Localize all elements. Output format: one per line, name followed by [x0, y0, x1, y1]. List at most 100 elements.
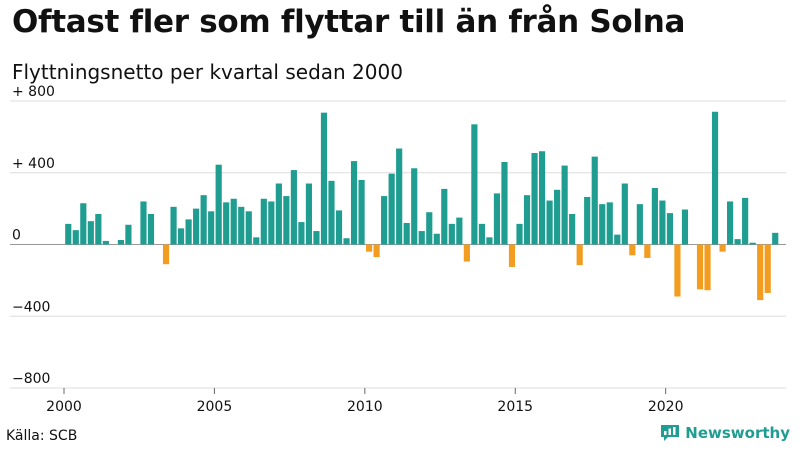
bar-chart-logo-icon: [661, 425, 680, 441]
bar: [200, 195, 207, 245]
y-tick-label: + 400: [12, 156, 55, 172]
bar: [335, 210, 343, 245]
bar: [711, 111, 719, 245]
bar: [629, 244, 636, 256]
bar: [208, 211, 215, 245]
x-tick-label: 2000: [46, 399, 82, 415]
bar: [644, 244, 651, 258]
bar: [621, 183, 628, 245]
bar: [471, 124, 478, 245]
bar: [268, 201, 275, 245]
bar: [418, 231, 425, 245]
bar: [764, 244, 771, 293]
bar: [441, 188, 448, 245]
bar: [260, 198, 267, 245]
y-tick-label: + 800: [12, 84, 55, 100]
y-tick-label: −400: [12, 299, 50, 315]
bar: [305, 183, 313, 245]
bar: [381, 196, 388, 245]
bar: [704, 244, 711, 291]
bar: [538, 151, 546, 245]
bars: [65, 111, 779, 301]
bar: [599, 204, 606, 245]
bar: [170, 206, 177, 245]
bar: [253, 237, 260, 245]
bar: [125, 224, 132, 245]
bar: [576, 244, 583, 266]
bar: [245, 211, 252, 245]
bar: [140, 201, 147, 245]
bar: [193, 208, 200, 245]
y-tick-label: 0: [12, 228, 21, 244]
bar: [215, 164, 222, 245]
bar: [636, 204, 643, 245]
bar: [411, 168, 418, 245]
bar: [275, 183, 282, 245]
bar: [508, 244, 516, 267]
x-axis: 2000 2005 2010 2015 2020: [46, 388, 683, 415]
bar: [757, 244, 764, 301]
bar: [328, 180, 335, 245]
bar: [388, 173, 395, 245]
bar: [313, 231, 320, 245]
bar: [230, 198, 237, 245]
bar: [493, 193, 501, 245]
bar: [734, 239, 741, 245]
bar: [561, 165, 568, 245]
y-axis-tick-labels: + 800 + 400 0 −400 −800: [12, 84, 55, 387]
bar: [290, 170, 297, 245]
bar: [283, 196, 290, 245]
bar: [569, 214, 576, 245]
bar: [65, 223, 72, 245]
bar: [742, 197, 749, 245]
bar: [727, 201, 734, 245]
bar: [531, 153, 538, 245]
bar: [516, 223, 523, 245]
x-tick-label: 2015: [497, 399, 533, 415]
x-tick-label: 2020: [648, 399, 684, 415]
bar: [87, 221, 94, 245]
bar: [396, 148, 403, 245]
brand-name: Newsworthy: [685, 424, 790, 442]
bar: [772, 232, 779, 245]
bar: [501, 161, 508, 245]
bar: [95, 214, 102, 245]
bar: [554, 189, 561, 245]
bar: [358, 179, 365, 245]
bar: [463, 244, 470, 262]
bar: [238, 206, 245, 245]
bar: [366, 244, 373, 252]
brand-logo[interactable]: Newsworthy: [660, 424, 790, 442]
x-tick-label: 2010: [347, 399, 383, 415]
bar: [403, 222, 410, 245]
bar: [666, 213, 674, 245]
x-tick-label: 2005: [197, 399, 233, 415]
bar: [659, 200, 666, 245]
bar: [72, 230, 79, 245]
bar: [584, 196, 591, 245]
bar: [223, 202, 230, 245]
chart-title: Oftast fler som flyttar till än från Sol…: [12, 4, 686, 40]
source-note: Källa: SCB: [6, 428, 78, 444]
bar: [546, 200, 553, 245]
bar: [591, 156, 598, 245]
bar: [606, 202, 613, 245]
bar: [320, 112, 328, 245]
bar: [350, 161, 358, 245]
bar: [343, 238, 350, 245]
bar: [426, 212, 433, 245]
bar: [298, 222, 305, 245]
chart-subtitle: Flyttningsnetto per kvartal sedan 2000: [12, 60, 403, 84]
bar: [147, 214, 155, 245]
bar: [614, 234, 621, 245]
bar: [102, 240, 109, 245]
bar: [681, 209, 689, 245]
bar: [696, 244, 704, 290]
bar: [80, 203, 87, 245]
bar: [433, 233, 440, 245]
bar: [185, 219, 192, 245]
bar: [486, 237, 493, 245]
bar: [523, 195, 531, 245]
bar: [373, 244, 380, 258]
